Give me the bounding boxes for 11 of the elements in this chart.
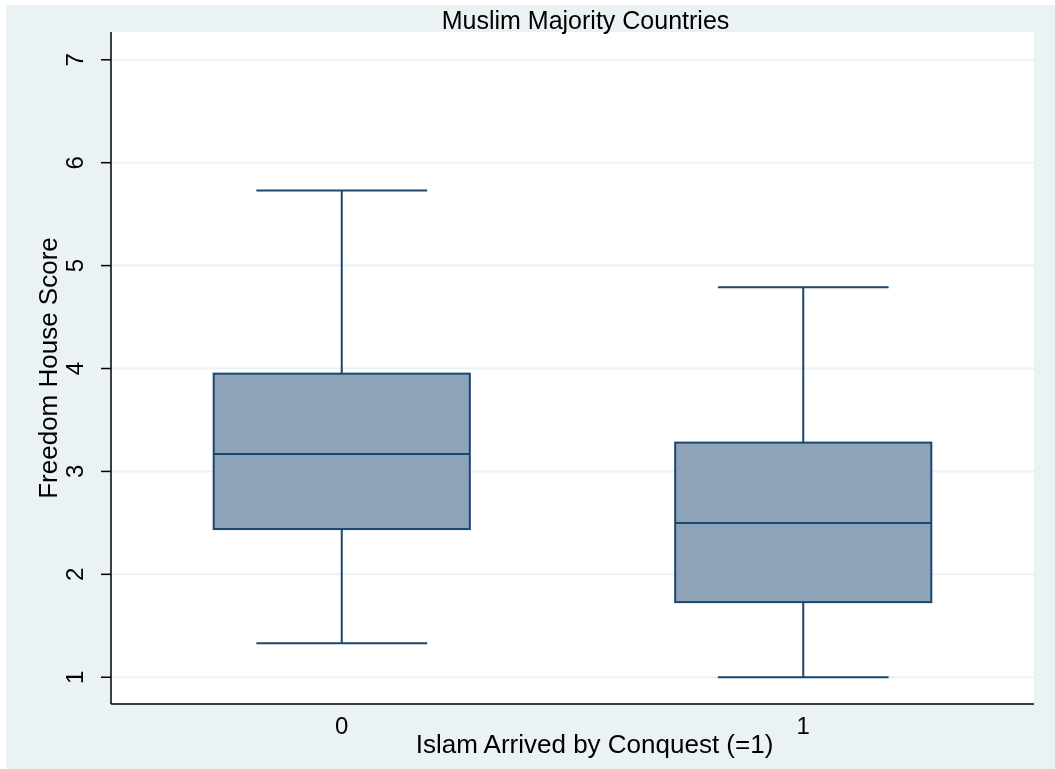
y-tick-label: 2: [61, 567, 88, 582]
x-tick-label: 0: [335, 712, 349, 739]
y-axis-title: Freedom House Score: [33, 237, 63, 499]
y-tick-label: 1: [61, 670, 88, 684]
y-tick-label: 5: [61, 258, 88, 273]
y-tick-label: 4: [61, 361, 88, 376]
x-axis-title: Islam Arrived by Conquest (=1): [415, 729, 774, 759]
y-tick-label: 3: [61, 464, 88, 479]
chart-title: Muslim Majority Countries: [441, 6, 730, 34]
y-tick-label: 7: [61, 53, 88, 67]
y-tick-label: 6: [61, 156, 88, 170]
